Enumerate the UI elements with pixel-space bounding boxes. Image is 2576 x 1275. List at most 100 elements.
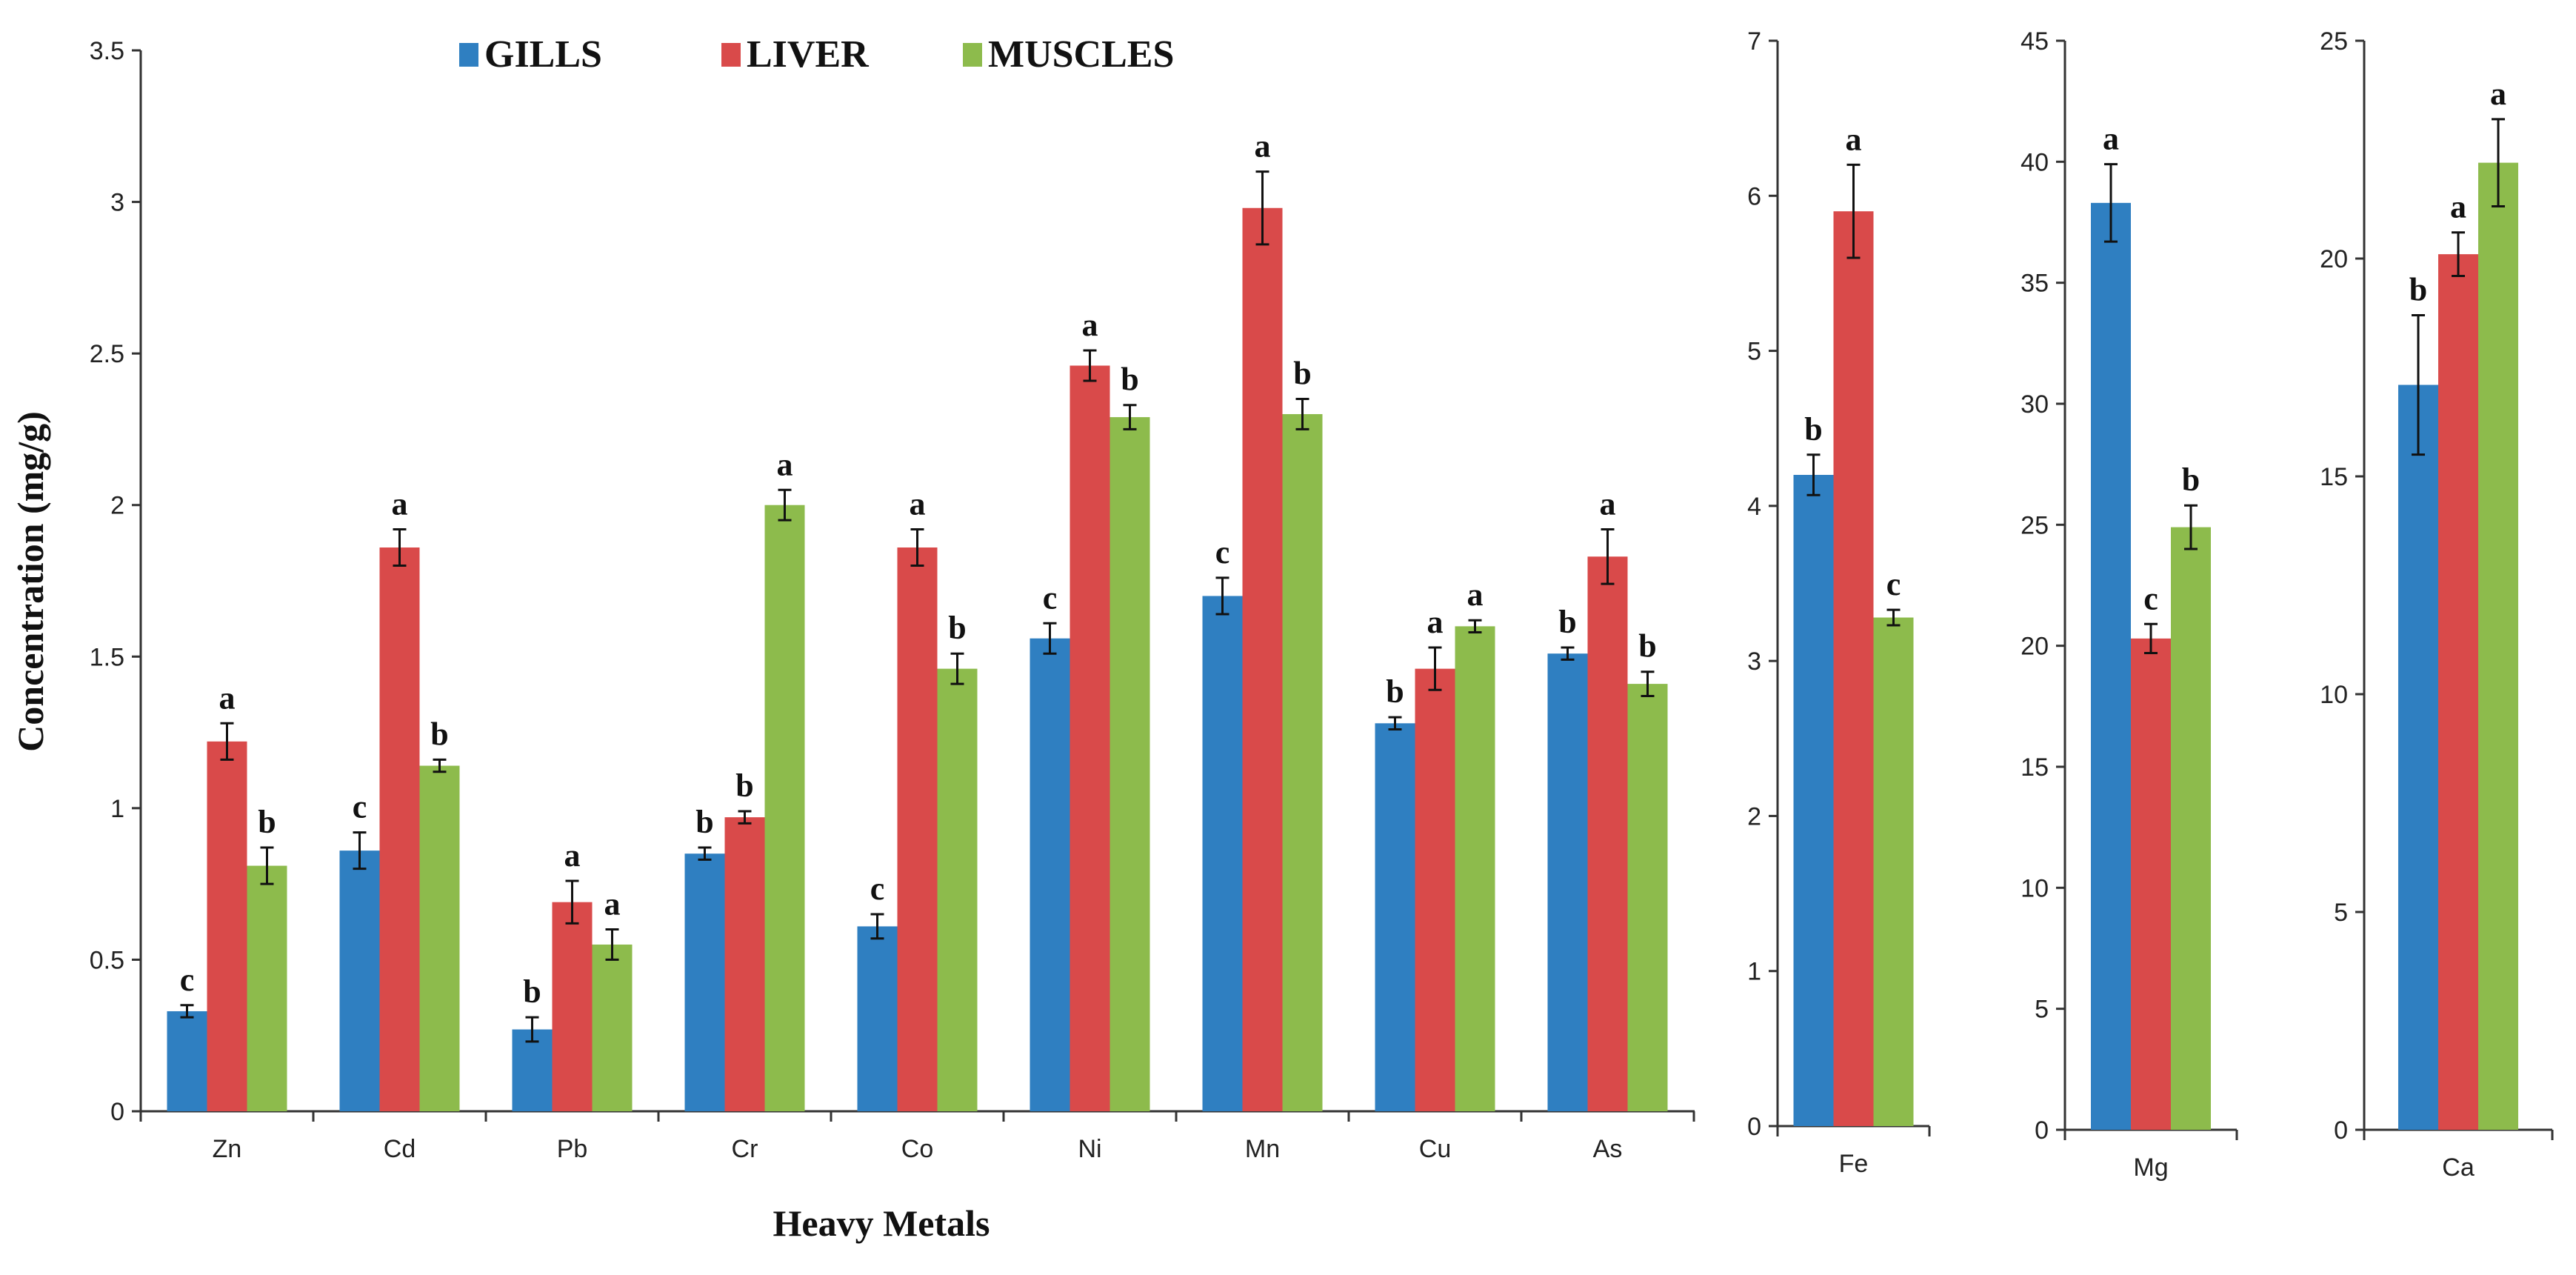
sig-letter: c	[1886, 566, 1901, 602]
y-tick-label: 1	[110, 795, 124, 823]
bar-gills-ca	[2398, 385, 2438, 1130]
y-axis-title: Concentration (mg/g)	[10, 411, 51, 752]
x-tick-label-cd: Cd	[384, 1135, 416, 1163]
sig-letter: b	[2182, 462, 2200, 498]
bar-gills-cr	[684, 853, 725, 1111]
sig-letter: b	[430, 716, 448, 752]
bar-gills-cu	[1375, 723, 1415, 1111]
legend-label-muscles: MUSCLES	[988, 33, 1174, 76]
y-tick-label: 20	[2320, 245, 2348, 273]
sig-letter: b	[1558, 604, 1576, 640]
bar-liver-mn	[1242, 207, 1283, 1111]
legend-label-liver: LIVER	[747, 33, 870, 76]
bar-gills-zn	[167, 1011, 207, 1111]
bar-gills-as	[1547, 653, 1588, 1111]
x-tick-label-mn: Mn	[1245, 1135, 1280, 1163]
bar-liver-zn	[207, 741, 247, 1111]
bar-muscles-cr	[764, 505, 805, 1111]
y-tick-label: 40	[2021, 148, 2049, 176]
sig-letter: b	[695, 804, 713, 840]
y-tick-label: 0	[2334, 1116, 2348, 1145]
x-tick-label-cr: Cr	[732, 1135, 758, 1163]
sig-letter: a	[392, 485, 408, 522]
sig-letter: a	[1427, 604, 1444, 640]
sig-letter: a	[1846, 121, 1862, 157]
x-tick-label-fe: Fe	[1839, 1150, 1869, 1178]
legend-swatch-muscles	[963, 43, 982, 67]
y-tick-label: 0	[1747, 1113, 1761, 1141]
y-tick-label: 3	[110, 189, 124, 217]
bar-muscles-mg	[2171, 527, 2211, 1130]
sig-letter: c	[2143, 580, 2158, 616]
bar-gills-mg	[2091, 202, 2131, 1130]
y-tick-label: 0.5	[90, 946, 124, 974]
bar-gills-fe	[1793, 475, 1834, 1126]
y-tick-label: 1	[1747, 958, 1761, 986]
bar-muscles-zn	[247, 865, 287, 1111]
sig-letter: b	[948, 610, 966, 646]
panel-Fe: 0 1 2 3 4 5 6 7 Fe b a c	[1747, 27, 1931, 1178]
legend-swatch-liver	[721, 43, 741, 67]
sig-letter: a	[2490, 76, 2506, 112]
sig-letter: b	[1386, 673, 1404, 710]
bar-gills-cd	[339, 850, 380, 1111]
x-tick-label-zn: Zn	[213, 1135, 242, 1163]
y-tick-label: 5	[2334, 899, 2348, 927]
bar-muscles-cu	[1455, 626, 1495, 1111]
bar-liver-mg	[2131, 638, 2171, 1130]
bar-liver-pb	[552, 902, 593, 1111]
bar-muscles-ca	[2478, 162, 2518, 1130]
sig-letter: b	[2409, 271, 2427, 307]
y-tick-label: 0	[2035, 1116, 2049, 1145]
y-tick-label: 7	[1747, 27, 1761, 56]
y-tick-label: 2.5	[90, 340, 124, 368]
bar-liver-ni	[1070, 365, 1110, 1112]
sig-letter: c	[1215, 534, 1230, 570]
sig-letter: a	[219, 679, 236, 716]
sig-letter: a	[1255, 128, 1271, 164]
bar-muscles-mn	[1282, 413, 1323, 1111]
x-axis-title: Heavy Metals	[773, 1202, 990, 1244]
x-tick-label-mg: Mg	[2133, 1154, 2168, 1182]
sig-letter: b	[523, 973, 541, 1010]
panel-Mg: 0 5 10 15 20 25 30 35 40 45 Mg a c b	[2021, 27, 2238, 1182]
bar-liver-as	[1587, 556, 1628, 1111]
bar-liver-cr	[724, 817, 765, 1111]
sig-letter: c	[353, 789, 367, 825]
bar-gills-pb	[512, 1029, 553, 1111]
y-tick-label: 25	[2320, 27, 2348, 56]
sig-letter: c	[1043, 579, 1058, 616]
x-tick-label-cu: Cu	[1419, 1135, 1451, 1163]
sig-letter: a	[1600, 485, 1616, 522]
y-tick-label: 3.5	[90, 37, 124, 65]
bar-muscles-fe	[1873, 617, 1914, 1126]
x-tick-label-as: As	[1593, 1135, 1623, 1163]
y-tick-label: 6	[1747, 182, 1761, 210]
bar-muscles-ni	[1110, 417, 1150, 1111]
bar-gills-mn	[1202, 596, 1243, 1111]
y-tick-label: 0	[110, 1098, 124, 1126]
y-tick-label: 15	[2320, 463, 2348, 491]
y-tick-label: 10	[2021, 874, 2049, 902]
bar-liver-co	[897, 547, 938, 1111]
legend: GILLS LIVER MUSCLES	[459, 33, 1174, 76]
y-tick-label: 20	[2021, 633, 2049, 661]
bar-liver-cd	[379, 547, 420, 1111]
y-tick-label: 25	[2021, 511, 2049, 539]
sig-letter: b	[735, 768, 753, 804]
legend-swatch-gills	[459, 43, 478, 67]
y-tick-label: 2	[110, 492, 124, 520]
y-tick-label: 5	[2035, 996, 2049, 1024]
bar-muscles-co	[937, 668, 978, 1111]
bar-gills-co	[857, 926, 898, 1111]
sig-letter: c	[180, 962, 195, 998]
y-tick-label: 3	[1747, 648, 1761, 676]
y-tick-label: 45	[2021, 27, 2049, 56]
panel-main: 00.511.522.533.5ZncabCdcabPbbaaCrbbaCoca…	[90, 37, 1695, 1163]
y-tick-label: 30	[2021, 390, 2049, 419]
sig-letter: a	[2103, 121, 2119, 157]
bar-muscles-cd	[419, 765, 460, 1111]
bar-liver-fe	[1833, 211, 1874, 1126]
y-tick-label: 5	[1747, 338, 1761, 366]
